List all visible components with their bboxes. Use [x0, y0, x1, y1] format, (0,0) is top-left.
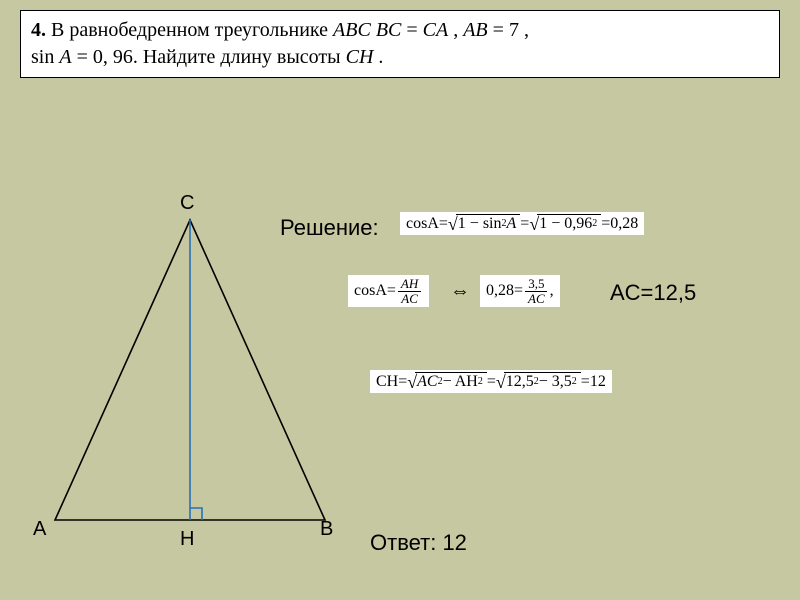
answer: Ответ: 12	[370, 530, 467, 556]
equation-numeric-ratio: 0,28= 3,5AC ,	[480, 275, 560, 307]
vertex-label-C: C	[180, 192, 194, 215]
answer-value: 12	[442, 530, 466, 555]
solution-label: Решение:	[280, 215, 379, 241]
var-A: A	[59, 46, 71, 68]
solution-area: A B C H Решение: cosA= √ 1 − sin2A = √ 1…	[0, 100, 800, 600]
val-7: 7	[509, 19, 519, 41]
equiv-icon: ⇔	[450, 280, 470, 303]
var-bc: BC	[376, 19, 402, 41]
var-ca: CA	[423, 19, 449, 41]
problem-text-2: = 0, 96. Найдите длину высоты	[77, 46, 346, 68]
triangle-diagram	[40, 210, 350, 540]
equation-CH: CH= √ AC2 − AH2 = √ 12,52 − 3,52 =12	[370, 370, 612, 393]
vertex-label-B: B	[320, 518, 333, 541]
vertex-label-A: A	[33, 518, 46, 541]
equation-cosA-value: cosA= √ 1 − sin2A = √ 1 − 0,962 =0,28	[400, 212, 644, 235]
problem-number: 4.	[31, 19, 46, 41]
problem-statement: 4. В равнобедренном треугольнике ABC BC …	[20, 10, 780, 78]
var-ab: AB	[463, 19, 487, 41]
var-abc: ABC	[333, 19, 371, 41]
result-AC: AC=12,5	[610, 280, 696, 306]
var-CH: CH	[346, 46, 374, 68]
vertex-label-H: H	[180, 528, 194, 551]
problem-text-1: В равнобедренном треугольнике	[51, 19, 333, 41]
equation-cosA-ratio: cosA= AHAC	[348, 275, 429, 307]
answer-label: Ответ:	[370, 530, 442, 555]
